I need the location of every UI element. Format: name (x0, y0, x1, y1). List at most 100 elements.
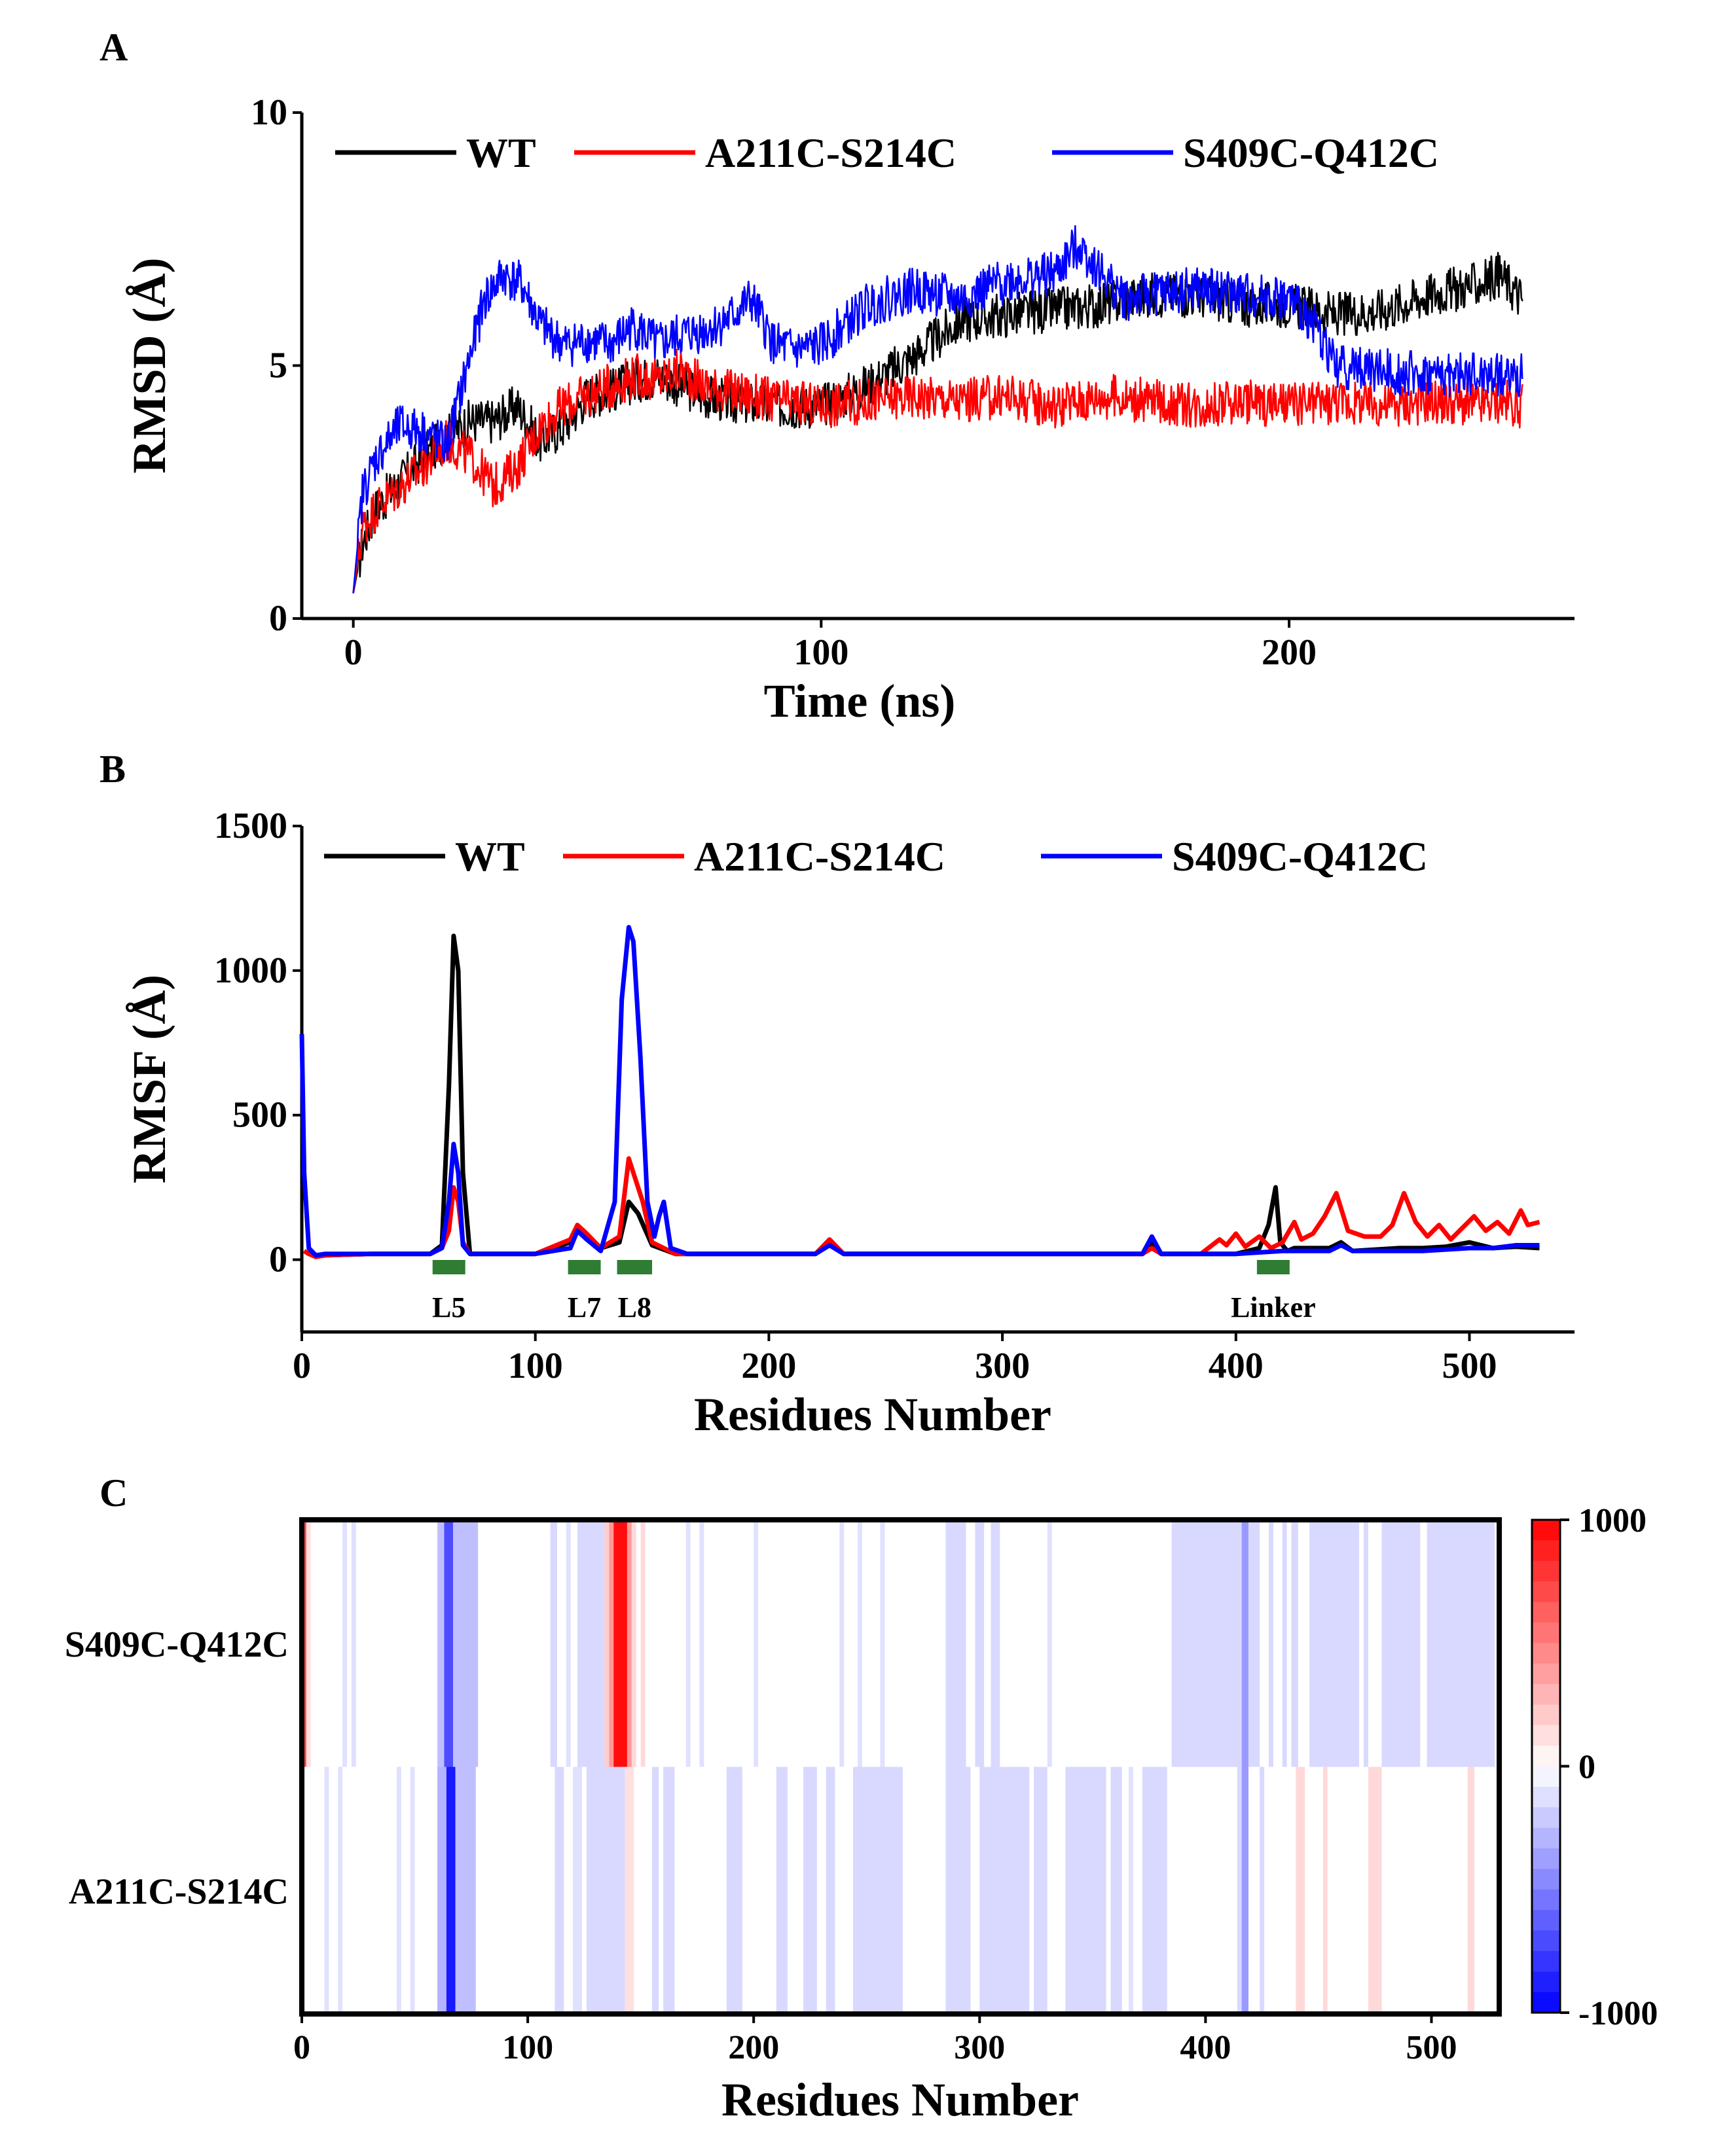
colorbar-segment (1532, 1992, 1560, 2013)
heatmap-cell (631, 1520, 636, 1767)
x-tick-label: 200 (741, 1346, 796, 1386)
heatmap-frame (299, 1517, 1502, 2017)
heatmap-cell (455, 1767, 476, 2014)
colorbar-segment (1532, 1950, 1560, 1973)
colorbar-segment (1532, 1684, 1560, 1706)
heatmap-cell (945, 1520, 966, 1767)
heatmap-cell (1260, 1767, 1265, 2014)
colorbar-segment (1532, 1786, 1560, 1808)
annotation-bar-linker (1256, 1260, 1290, 1274)
heatmap-cell (1381, 1520, 1421, 1767)
x-tick-label: 100 (502, 2029, 553, 2066)
heatmap-cell (640, 1520, 646, 1767)
x-tick-label: 100 (508, 1346, 563, 1386)
heatmap-cell (1065, 1767, 1106, 2014)
heatmap-cell (627, 1520, 632, 1767)
y-tick-label: 5 (269, 346, 287, 386)
heatmap-cell (1034, 1767, 1047, 2014)
colorbar-segment (1532, 1848, 1560, 1870)
annotation-label-l5: L5 (432, 1291, 465, 1323)
heatmap-cell (1269, 1520, 1273, 1767)
heatmap-cell (555, 1767, 564, 2014)
x-tick-label: 200 (1262, 632, 1317, 673)
x-tick-label: 400 (1209, 1346, 1264, 1386)
heatmap-cell (839, 1520, 845, 1767)
heatmap-cell (979, 1767, 1030, 2014)
heatmap-row-label: S409C-Q412C (65, 1625, 289, 1665)
y-tick-label: 1500 (214, 806, 287, 846)
colorbar-segment (1532, 1869, 1560, 1890)
annotation-bar-l8 (617, 1260, 653, 1274)
heatmap-cell (1110, 1767, 1122, 2014)
heatmap-cell (1427, 1520, 1495, 1767)
colorbar-tick-label: -1000 (1578, 1995, 1658, 2032)
x-axis-label: Residues Number (694, 1388, 1051, 1441)
heatmap-cell (880, 1520, 885, 1767)
heatmap-cell (857, 1520, 862, 1767)
panel-label-a: A (100, 26, 128, 69)
heatmap-cell (338, 1767, 343, 2014)
heatmap-cell (699, 1520, 704, 1767)
annotation-label-linker: Linker (1231, 1291, 1316, 1323)
heatmap-cell (754, 1520, 759, 1767)
annotation-bar-l7 (568, 1260, 601, 1274)
heatmap-cell (663, 1767, 675, 2014)
colorbar-segment (1532, 1643, 1560, 1664)
heatmap-cell (625, 1767, 634, 2014)
colorbar-tick-label: 1000 (1578, 1502, 1647, 1539)
colorbar-segment (1532, 1807, 1560, 1829)
heatmap-cell (803, 1767, 817, 2014)
legend-label-wt: WT (455, 833, 525, 880)
heatmap-cell (1142, 1767, 1167, 2014)
heatmap-cell (1248, 1520, 1260, 1767)
heatmap-cell (573, 1767, 582, 2014)
series-line-s409c-q412c (299, 925, 1540, 1258)
x-axis-label: Time (ns) (764, 675, 956, 727)
legend-label-a211c-s214c: A211C-S214C (705, 130, 956, 176)
panel-label-b: B (100, 747, 126, 791)
heatmap-cell (776, 1767, 788, 2014)
colorbar-segment (1532, 1889, 1560, 1911)
heatmap-cell (651, 1767, 659, 2014)
heatmap-cell (853, 1767, 903, 2014)
heatmap-cell (1368, 1767, 1382, 2014)
heatmap-cell (1291, 1520, 1298, 1767)
y-tick-label: 1000 (214, 950, 287, 991)
colorbar-segment (1532, 1622, 1560, 1644)
heatmap-cell (613, 1520, 627, 1767)
x-tick-label: 300 (975, 1346, 1030, 1386)
x-tick-label: 100 (793, 632, 848, 673)
heatmap-cell (1282, 1520, 1287, 1767)
panel-label-c: C (100, 1471, 128, 1515)
colorbar-segment (1532, 1663, 1560, 1685)
heatmap-cell (324, 1767, 329, 2014)
colorbar-segment (1532, 1930, 1560, 1952)
heatmap-cell (609, 1520, 614, 1767)
heatmap-cell (437, 1767, 446, 2014)
heatmap-cell (1241, 1520, 1248, 1767)
colorbar-tick-label: 0 (1578, 1749, 1595, 1786)
heatmap-cell (410, 1767, 415, 2014)
heatmap-cell (1296, 1767, 1305, 2014)
heatmap-cell (550, 1520, 557, 1767)
heatmap-cell (586, 1767, 625, 2014)
heatmap-cell (685, 1520, 691, 1767)
x-tick-label: 400 (1180, 2029, 1231, 2066)
heatmap-cell (945, 1767, 971, 2014)
legend-label-a211c-s214c: A211C-S214C (694, 833, 945, 880)
annotation-bar-l5 (432, 1260, 465, 1274)
heatmap-cell (826, 1767, 835, 2014)
panel-c-heatmap: S409C-Q412C A211C-S214C 0 100 200 300 400 500 Re… (65, 1502, 1658, 2126)
x-tick-label: 300 (954, 2029, 1005, 2066)
heatmap-row-label: A211C-S214C (69, 1871, 289, 1912)
heatmap-cell (1171, 1520, 1242, 1767)
heatmap-cell (1309, 1520, 1360, 1767)
colorbar-segment (1532, 1725, 1560, 1747)
y-axis-label: RMSF (Å) (123, 975, 175, 1183)
heatmap-cell (975, 1520, 985, 1767)
series-line-wt (302, 933, 1540, 1259)
x-tick-label: 500 (1442, 1346, 1497, 1386)
heatmap-cell (396, 1767, 401, 2014)
series-line-a211c-s214c (352, 349, 1523, 594)
heatmap-cell (446, 1767, 456, 2014)
